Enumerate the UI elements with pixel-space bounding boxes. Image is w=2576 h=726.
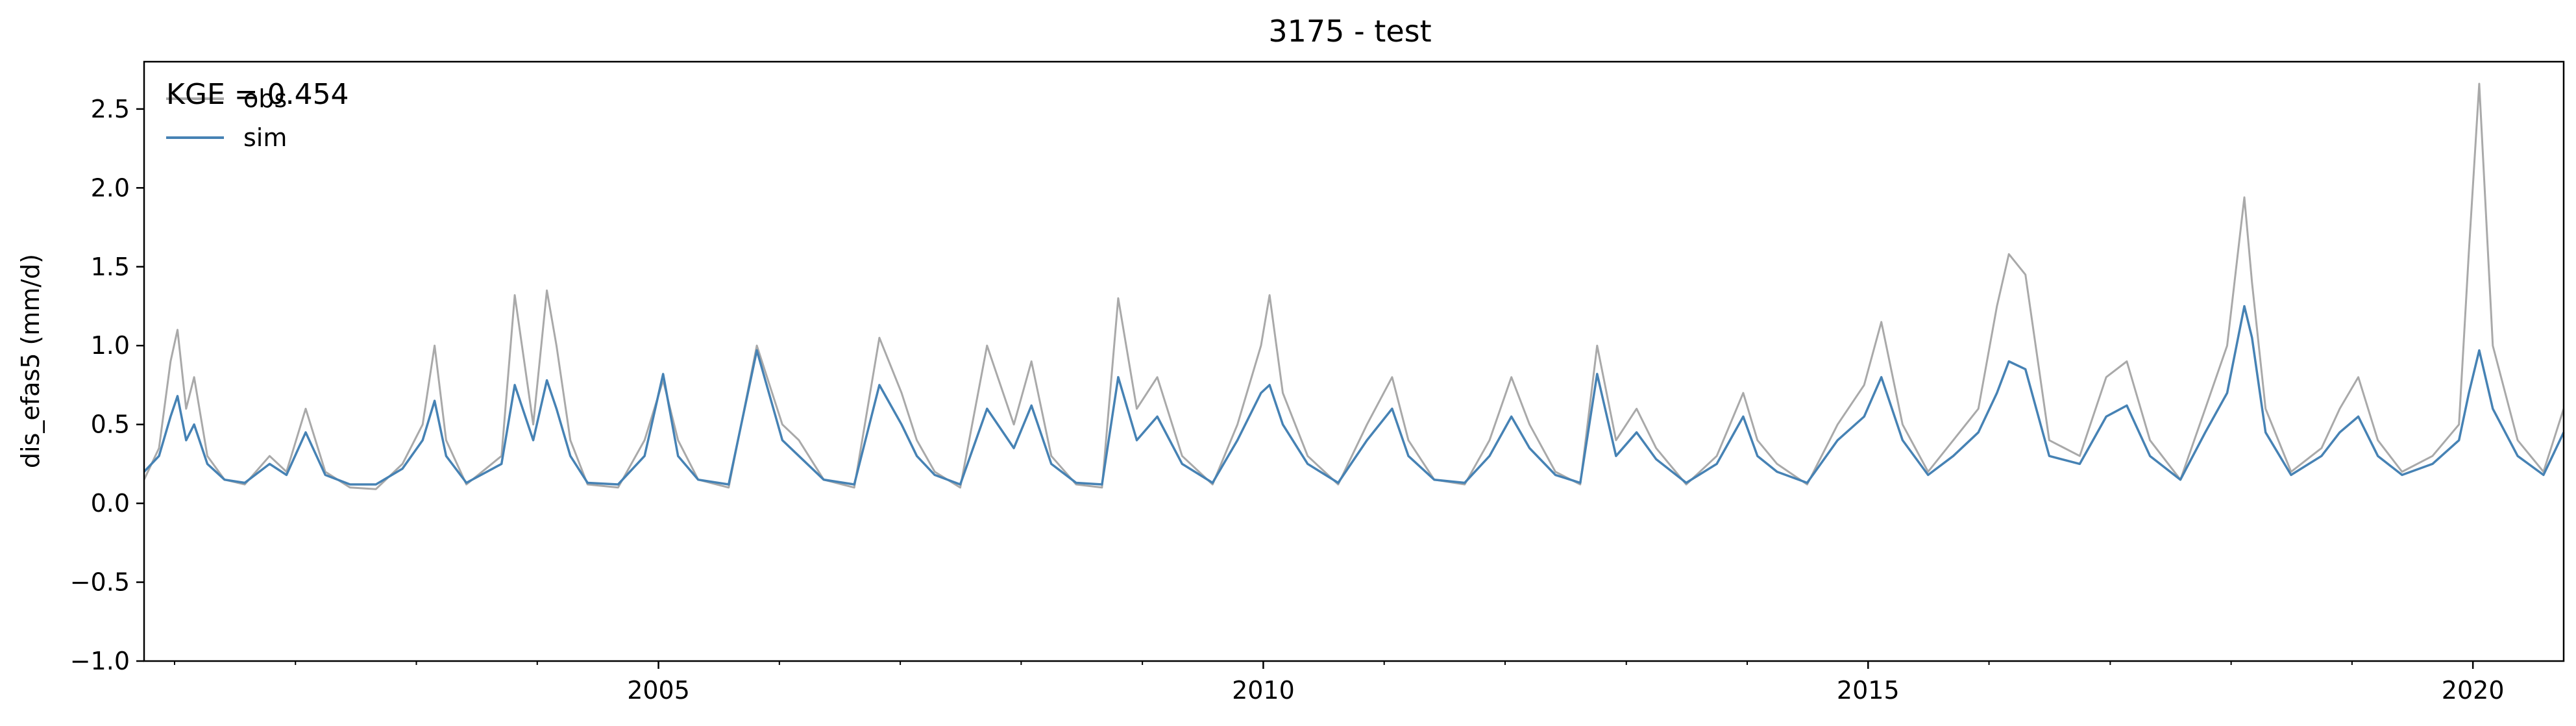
legend-label-obs: obs xyxy=(243,84,287,113)
x-tick-label: 2010 xyxy=(1232,676,1295,705)
y-axis: −1.0 −0.5 0.0 0.5 1.0 1.5 2.0 2.5 xyxy=(70,95,144,675)
kge-annotation: KGE = 0.454 xyxy=(166,78,349,111)
legend: obs sim xyxy=(166,84,287,152)
y-tick-label: −1.0 xyxy=(70,647,130,675)
series-layer xyxy=(143,82,2565,490)
y-tick-label: 2.5 xyxy=(91,95,130,123)
y-tick-label: 0.0 xyxy=(91,489,130,518)
plot-frame xyxy=(143,60,2565,662)
y-axis-label: dis_efas5 (mm/d) xyxy=(16,254,45,468)
x-axis: 2005 2010 2015 2020 xyxy=(173,661,2505,705)
x-tick-label: 2020 xyxy=(2442,676,2505,705)
series-line-sim xyxy=(143,305,2565,486)
legend-label-sim: sim xyxy=(243,123,287,152)
y-tick-label: 1.0 xyxy=(91,331,130,360)
y-tick-label: 2.0 xyxy=(91,173,130,202)
x-tick-label: 2005 xyxy=(627,676,690,705)
x-tick-label: 2015 xyxy=(1837,676,1900,705)
chart-title: 3175 - test xyxy=(1268,14,1431,49)
y-tick-label: 1.5 xyxy=(91,253,130,281)
y-tick-label: 0.5 xyxy=(91,410,130,439)
y-tick-label: −0.5 xyxy=(70,568,130,597)
